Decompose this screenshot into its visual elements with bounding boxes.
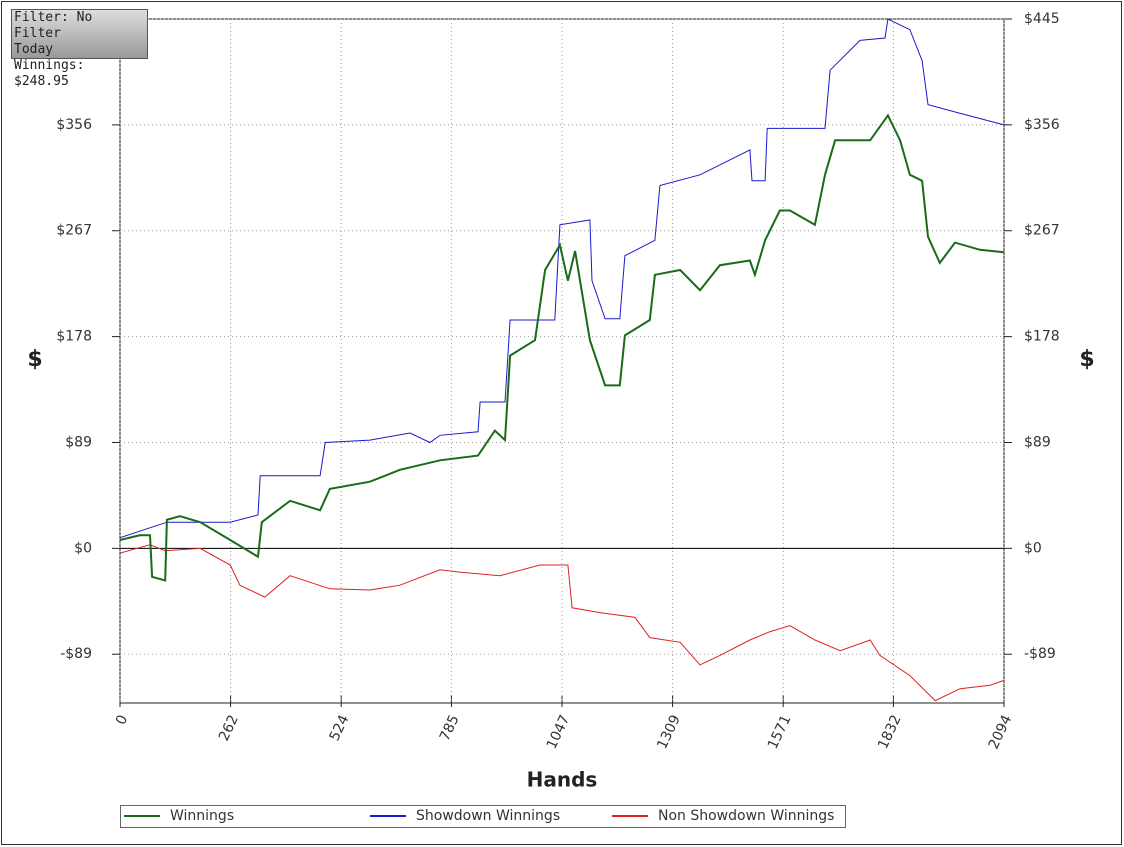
- y-tick-label: $89: [65, 434, 92, 450]
- info-line: Today: [14, 42, 54, 57]
- x-tick-label: 785: [437, 713, 463, 744]
- y-tick-label: $356: [56, 117, 92, 133]
- info-line: Filter: No Filter: [14, 10, 93, 41]
- legend-box: [120, 805, 846, 828]
- legend-label: Non Showdown Winnings: [658, 808, 834, 824]
- x-tick-label: 0: [113, 713, 131, 728]
- info-line: Winnings: $248.95: [14, 58, 85, 89]
- x-tick-label: 1047: [544, 713, 574, 752]
- y2-tick-label: $445: [1024, 11, 1060, 27]
- x-tick-label: 1309: [654, 713, 684, 752]
- y-tick-label: $0: [74, 540, 92, 556]
- x-tick-label: 1832: [875, 713, 905, 752]
- info-box: Filter: No Filter Today Winnings: $248.9…: [11, 9, 148, 89]
- y2-tick-label: $356: [1024, 117, 1060, 133]
- x-tick-label: 1571: [765, 713, 795, 752]
- y2-tick-label: -$89: [1024, 646, 1056, 662]
- y2-axis-label: $: [1079, 347, 1094, 372]
- x-tick-label: 524: [327, 713, 353, 744]
- legend-label: Winnings: [170, 808, 234, 824]
- x-tick-label: 2094: [986, 713, 1016, 752]
- series-line: [119, 18, 1005, 539]
- y-tick-label: $178: [56, 329, 92, 345]
- y2-tick-label: $0: [1024, 540, 1042, 556]
- x-tick-label: 262: [216, 713, 242, 744]
- y2-tick-label: $267: [1024, 223, 1060, 239]
- x-axis-label: Hands: [527, 768, 598, 792]
- legend-label: Showdown Winnings: [416, 808, 560, 824]
- y-axis-label: $: [27, 347, 42, 372]
- y-tick-label: $267: [56, 223, 92, 239]
- series-line: [119, 544, 1005, 702]
- y2-tick-label: $89: [1024, 434, 1051, 450]
- series-line: [119, 113, 1005, 582]
- y2-tick-label: $178: [1024, 329, 1060, 345]
- y-tick-label: -$89: [60, 646, 92, 662]
